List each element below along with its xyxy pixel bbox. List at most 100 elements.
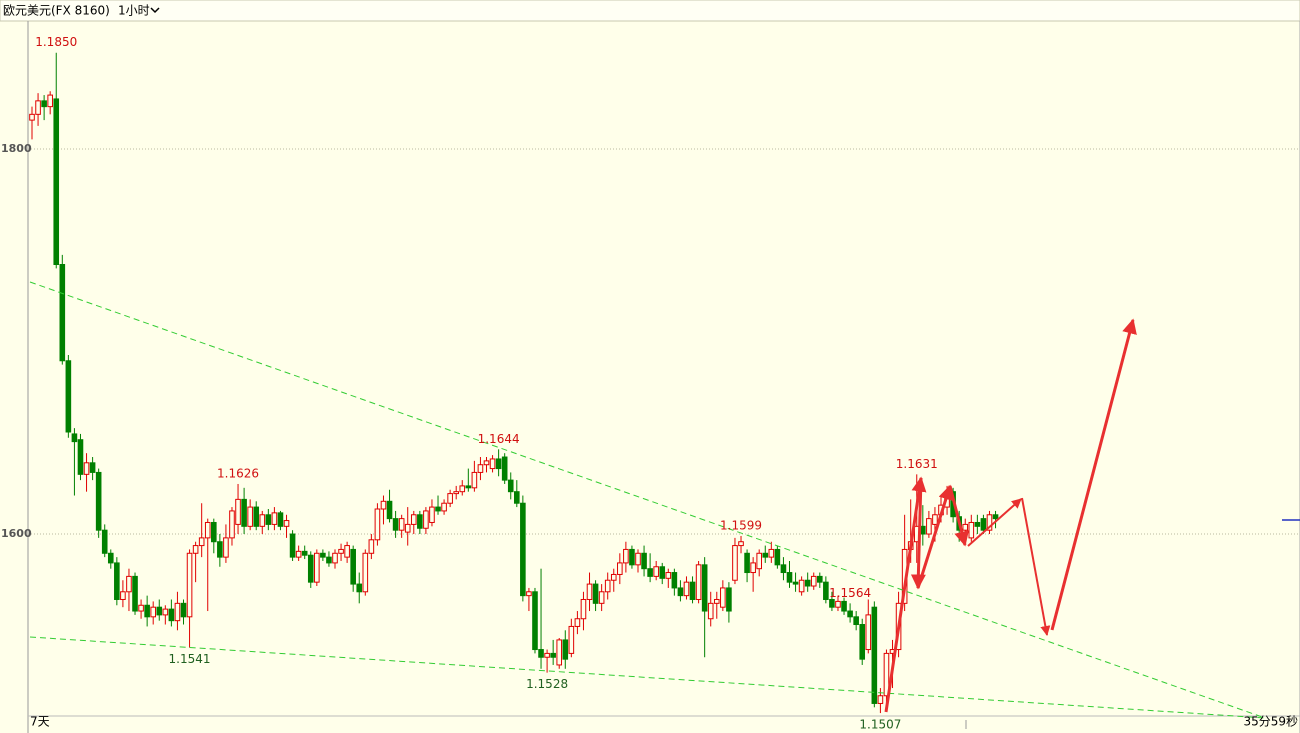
candle-body bbox=[435, 506, 441, 512]
extreme-label: 1.1541 bbox=[169, 652, 211, 666]
trend-line-lower bbox=[29, 636, 1266, 719]
candle-body bbox=[526, 591, 532, 597]
candle-body bbox=[423, 510, 429, 529]
candle-body bbox=[241, 498, 247, 527]
candle-body bbox=[380, 500, 387, 510]
candle-body bbox=[641, 552, 647, 570]
candle-body bbox=[120, 591, 126, 600]
candle-body bbox=[635, 552, 641, 566]
candle-body bbox=[223, 537, 229, 558]
candle-body bbox=[847, 610, 853, 618]
candle-body bbox=[289, 533, 296, 558]
arrow bbox=[967, 498, 1022, 547]
candle-body bbox=[174, 602, 181, 622]
extreme-label: 1.1507 bbox=[859, 718, 901, 732]
candle-body bbox=[926, 518, 932, 535]
candle-body bbox=[162, 608, 169, 616]
candle-body bbox=[744, 552, 750, 574]
candle-body bbox=[198, 537, 205, 547]
toolbar bbox=[0, 0, 1300, 22]
candle-body bbox=[768, 548, 775, 558]
candle-body bbox=[150, 606, 156, 618]
candle-body bbox=[83, 462, 90, 475]
candle-body bbox=[217, 541, 223, 558]
dropdown-icon[interactable] bbox=[150, 7, 160, 14]
candle-body bbox=[332, 552, 338, 564]
candle-body bbox=[477, 464, 484, 473]
candle-body bbox=[350, 548, 356, 585]
period-selector[interactable]: 1小时 bbox=[118, 4, 150, 18]
candle-body bbox=[392, 518, 399, 531]
candle-body bbox=[538, 649, 544, 658]
candle-body bbox=[495, 458, 502, 470]
candle-body bbox=[501, 456, 508, 481]
candle-body bbox=[732, 545, 738, 581]
candle-body bbox=[211, 521, 217, 543]
candle-body bbox=[186, 552, 193, 618]
candle-body bbox=[550, 652, 556, 658]
candle-body bbox=[871, 606, 878, 704]
candle-body bbox=[65, 360, 72, 433]
candle-body bbox=[144, 604, 150, 618]
trend-line-upper bbox=[29, 281, 1266, 719]
candle-body bbox=[489, 458, 496, 470]
candle-body bbox=[604, 579, 611, 593]
candle-body bbox=[277, 512, 284, 527]
candle-body bbox=[338, 548, 344, 554]
candle-body bbox=[271, 512, 278, 525]
candle-body bbox=[398, 518, 405, 531]
candle-body bbox=[386, 500, 393, 520]
candle-body bbox=[653, 566, 659, 577]
candle-body bbox=[253, 506, 260, 527]
candle-body bbox=[829, 598, 835, 608]
candle-body bbox=[89, 462, 96, 473]
candle-body bbox=[283, 520, 290, 527]
candle-body bbox=[701, 564, 708, 612]
candle-body bbox=[95, 471, 102, 531]
candle-body bbox=[41, 100, 47, 108]
candle-body bbox=[53, 98, 60, 266]
candle-body bbox=[307, 554, 314, 583]
candle-body bbox=[77, 439, 84, 475]
candle-body bbox=[707, 602, 714, 620]
extreme-label: 1.1644 bbox=[478, 432, 520, 446]
candle-body bbox=[441, 502, 447, 512]
candle-body bbox=[483, 460, 490, 466]
candle-body bbox=[138, 604, 144, 612]
candle-body bbox=[180, 602, 187, 618]
candle-body bbox=[932, 514, 938, 525]
candle-body bbox=[247, 506, 253, 527]
candle-body bbox=[447, 493, 453, 504]
arrow bbox=[910, 477, 926, 590]
candle-body bbox=[974, 521, 981, 527]
candle-body bbox=[532, 591, 538, 651]
candle-body bbox=[786, 572, 793, 583]
candle-body bbox=[762, 552, 769, 558]
candle-body bbox=[580, 598, 587, 620]
candle-body bbox=[459, 485, 466, 493]
candle-body bbox=[101, 529, 108, 554]
candle-body bbox=[774, 548, 781, 566]
candle-body bbox=[204, 521, 211, 539]
candle-body bbox=[265, 514, 272, 525]
countdown: 35分59秒 bbox=[1243, 715, 1298, 729]
y-tick-label: 1800 bbox=[1, 142, 32, 155]
candle-body bbox=[126, 575, 132, 593]
candle-body bbox=[410, 514, 417, 525]
candle-body bbox=[804, 579, 811, 587]
candle-body bbox=[823, 581, 829, 600]
candle-body bbox=[301, 550, 308, 556]
candle-body bbox=[720, 587, 726, 608]
candle-body bbox=[592, 583, 599, 604]
candle-body bbox=[877, 695, 884, 704]
candle-body bbox=[314, 552, 320, 583]
candle-body bbox=[865, 614, 872, 651]
candle-body bbox=[556, 639, 563, 666]
candle-body bbox=[520, 502, 526, 597]
candle-body bbox=[514, 491, 520, 504]
candle-body bbox=[362, 552, 369, 593]
candle-body bbox=[107, 552, 114, 564]
candle-body bbox=[59, 264, 66, 362]
candle-body bbox=[853, 616, 859, 626]
candle-body bbox=[259, 514, 266, 527]
